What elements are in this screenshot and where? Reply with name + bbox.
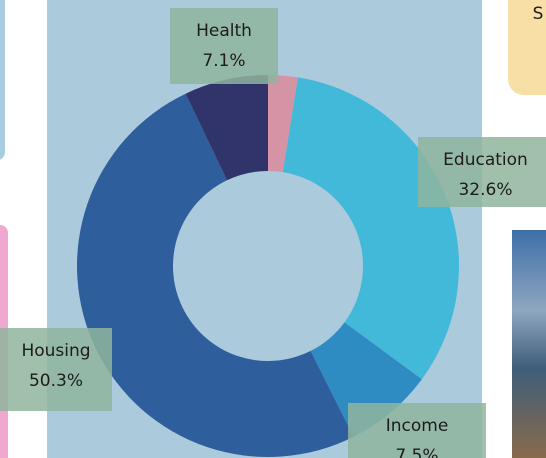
label-box [170,8,278,84]
category-label: Education [443,150,528,170]
value-label: 7.5% [395,446,438,458]
left-card [0,0,5,160]
page: S Education 32.6% Income 7.5% Housing 50.3% He… [0,0,546,458]
photo [512,230,546,458]
category-label: Health [196,21,252,41]
side-card-text: S [533,4,544,24]
category-label: Housing [21,341,90,361]
value-label: 7.1% [202,51,245,71]
category-label: Income [386,416,449,436]
value-label: 50.3% [29,371,83,391]
value-label: 32.6% [458,180,512,200]
